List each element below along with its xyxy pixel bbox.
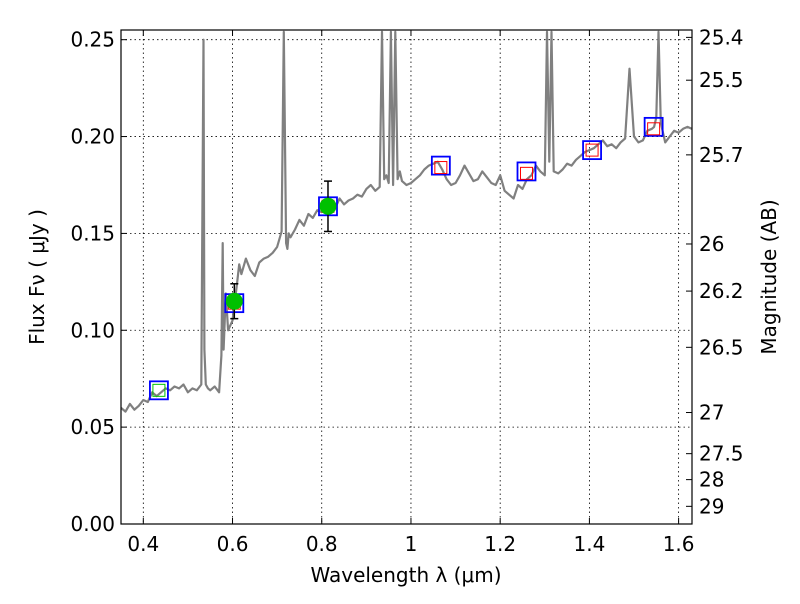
synthetic-photometry-square	[643, 116, 664, 137]
y2-tick-label: 25.5	[699, 68, 744, 92]
model-photometry-square	[152, 383, 166, 397]
model-photometry-square	[434, 161, 448, 175]
spectrum-line	[121, 30, 692, 413]
observed-photometry-point	[319, 197, 337, 215]
tick-labels: 0.4 0.6 0.8 1 1.2 1.4 1.6 0.00 0.05 0.10 0.15 0.20 0…	[70, 25, 743, 556]
x-tick-label: 1.6	[663, 532, 695, 556]
axes-frame	[120, 29, 693, 525]
y2-tick-label: 29	[699, 494, 724, 518]
synthetic-photometry-square	[516, 161, 537, 182]
synthetic-photometry-square	[582, 140, 602, 161]
synthetic-photometry-square	[149, 380, 169, 401]
y-tick-label: 0.00	[70, 512, 115, 536]
observed-photometry-point	[225, 292, 243, 310]
y2-tick-label: 27.5	[699, 442, 744, 466]
y-axis-label: Flux Fν ( μJy )	[25, 209, 49, 345]
x-tick-label: 1.4	[573, 532, 605, 556]
y2-tick-label: 27	[699, 401, 724, 425]
y-tick-label: 0.20	[70, 125, 115, 149]
y2-tick-label: 25.4	[699, 25, 744, 49]
synthetic-photometry-square	[430, 155, 451, 176]
plot-background	[121, 30, 692, 524]
y2-tick-label: 26	[699, 232, 724, 256]
x-tick-label: 0.4	[127, 532, 159, 556]
x-tick-label: 1	[405, 532, 418, 556]
y2-axis-label: Magnitude (AB)	[757, 199, 781, 354]
model-photometry-square	[647, 122, 661, 136]
x-tick-label: 1.2	[484, 532, 516, 556]
y-tick-label: 0.05	[70, 415, 115, 439]
y2-tick-label: 26.2	[699, 279, 744, 303]
y-tick-label: 0.25	[70, 28, 115, 52]
x-tick-label: 0.6	[217, 532, 249, 556]
y2-tick-label: 25.7	[699, 143, 744, 167]
x-tick-label: 0.8	[306, 532, 338, 556]
plot-frame	[120, 29, 693, 525]
model-photometry-square	[585, 143, 599, 157]
data-layer	[121, 30, 692, 413]
y2-tick-label: 26.5	[699, 335, 744, 359]
y2-tick-label: 28	[699, 468, 724, 492]
y-tick-label: 0.15	[70, 221, 115, 245]
model-photometry-square	[519, 166, 533, 180]
tick-marks	[121, 30, 692, 525]
x-axis-label: Wavelength λ (μm)	[310, 563, 501, 587]
y-tick-label: 0.10	[70, 318, 115, 342]
